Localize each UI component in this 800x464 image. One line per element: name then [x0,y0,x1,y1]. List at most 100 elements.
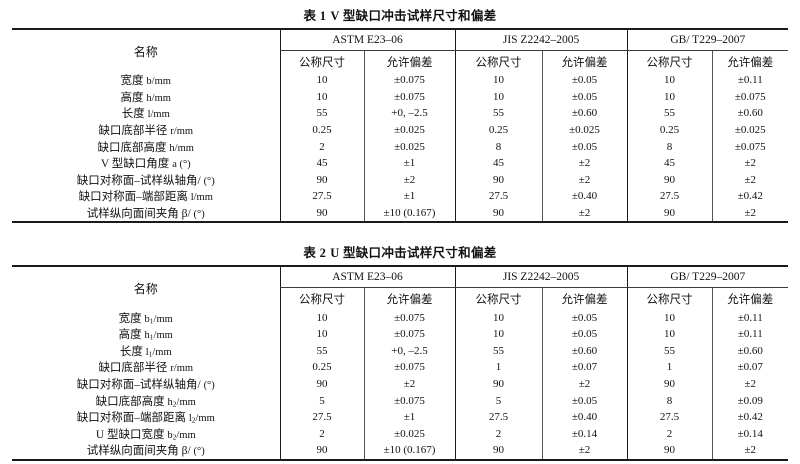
table-2-name-header: 名称 [133,281,158,296]
row-label: U 型缺口宽度 b2/mm [95,428,196,442]
cell-gb-nominal: 27.5 [626,188,713,205]
cell-astm-nominal: 10 [279,325,364,343]
cell-astm-tolerance: ±10 (0.167) [363,204,456,222]
cell-astm-nominal: 55 [279,105,364,122]
cell-jis-nominal: 27.5 [454,408,543,426]
cell-astm-nominal: 90 [279,375,364,393]
row-label: 长度 l/mm [121,108,170,121]
cell-gb-tolerance: ±0.11 [711,325,789,343]
cell-gb-tolerance: ±0.42 [711,188,789,205]
table-1-subheader-astm-nominal: 公称尺寸 [279,50,364,72]
cell-jis-tolerance: ±0.05 [541,325,628,343]
row-label: 试样纵向面间夹角 β/ (°) [86,208,205,221]
cell-gb-tolerance: ±0.075 [711,138,789,155]
row-label: 宽度 b1/mm [118,312,173,326]
table-1-subheader-jis-nominal: 公称尺寸 [454,50,543,72]
table-2-subheader-jis-nominal: 公称尺寸 [454,287,543,310]
cell-jis-nominal: 90 [454,442,543,459]
table-1-subheader-jis-tolerance: 允许偏差 [541,50,628,72]
row-label: 缺口底部高度 h/mm [97,141,194,154]
cell-jis-nominal: 90 [454,171,543,189]
table-row: 试样纵向面间夹角 β/ (°) 90 ±10 (0.167) 90 ±2 90 ±2 [12,204,789,222]
cell-jis-nominal: 2 [454,425,543,443]
cell-jis-nominal: 55 [454,342,543,360]
cell-jis-tolerance: ±0.40 [541,188,628,205]
table-1-subheader-gb-nominal: 公称尺寸 [626,50,713,72]
table-1-bottom-rule [12,221,788,224]
table-row: 长度 l1/mm 55 +0, –2.5 55 ±0.60 55 ±0.60 [12,342,789,360]
cell-gb-nominal: 90 [626,442,713,459]
cell-astm-nominal: 2 [279,138,364,155]
cell-gb-nominal: 27.5 [626,408,713,426]
row-label: 缺口对称面–试样纵轴角/ (°) [76,174,215,187]
table-row: 缺口底部高度 h2/mm 5 ±0.075 5 ±0.05 8 ±0.09 [12,392,789,409]
row-label: 长度 l1/mm [119,345,172,359]
cell-gb-nominal: 90 [626,204,713,222]
table-row: 宽度 b/mm 10 ±0.075 10 ±0.05 10 ±0.11 [12,72,789,89]
cell-jis-tolerance: ±2 [541,375,628,393]
cell-jis-nominal: 10 [454,325,543,343]
table-row: 缺口对称面–试样纵轴角/ (°) 90 ±2 90 ±2 90 ±2 [12,375,789,393]
table-1: 名称 ASTM E23–06 JIS Z2242–2005 GB/ T229–2… [12,30,789,222]
cell-astm-nominal: 2 [279,425,364,443]
cell-jis-tolerance: ±0.05 [541,72,628,89]
table-2-standard-astm: ASTM E23–06 [279,267,456,289]
row-label: 试样纵向面间夹角 β/ (°) [86,445,205,458]
cell-astm-tolerance: ±0.075 [363,72,456,89]
cell-gb-nominal: 8 [626,138,713,155]
row-label: 缺口底部高度 h2/mm [95,395,196,409]
row-label: 高度 h1/mm [118,329,173,342]
cell-jis-nominal: 45 [454,154,543,172]
table-1-subheader-gb-tolerance: 允许偏差 [711,50,789,72]
cell-gb-tolerance: ±0.025 [711,121,789,139]
cell-gb-nominal: 10 [626,88,713,106]
cell-gb-nominal: 10 [626,325,713,343]
cell-jis-nominal: 90 [454,204,543,222]
cell-astm-tolerance: ±10 (0.167) [363,442,456,459]
table-row: 缺口底部半径 r/mm 0.25 ±0.075 1 ±0.07 1 ±0.07 [12,359,789,376]
table-2-subheader-jis-tolerance: 允许偏差 [541,287,628,310]
cell-jis-nominal: 55 [454,105,543,122]
cell-gb-tolerance: ±0.09 [711,392,789,409]
cell-jis-tolerance: ±0.60 [541,105,628,122]
row-label: 缺口底部半径 r/mm [98,125,194,138]
table-row: 高度 h1/mm 10 ±0.075 10 ±0.05 10 ±0.11 [12,325,789,343]
cell-astm-nominal: 90 [279,171,364,189]
row-label: 高度 h/mm [120,91,171,104]
cell-astm-tolerance: ±0.075 [363,325,456,343]
cell-jis-nominal: 10 [454,88,543,106]
cell-jis-tolerance: ±0.05 [541,88,628,106]
cell-astm-nominal: 45 [279,154,364,172]
cell-gb-nominal: 90 [626,375,713,393]
cell-jis-tolerance: ±0.60 [541,342,628,360]
table-2-group-header-row: 名称 ASTM E23–06 JIS Z2242–2005 GB/ T229–2… [12,267,789,296]
table-1-title-number: 表 1 [303,9,327,23]
cell-gb-nominal: 10 [626,72,713,89]
cell-jis-tolerance: ±0.40 [541,408,628,426]
cell-gb-tolerance: ±2 [711,171,789,189]
cell-astm-tolerance: ±0.025 [363,121,456,139]
table-row: 缺口底部半径 r/mm 0.25 ±0.025 0.25 ±0.025 0.25 ±0.02… [12,121,789,139]
cell-astm-tolerance: ±2 [363,375,456,393]
table-2-top-rule [12,265,788,268]
cell-gb-tolerance: ±0.11 [711,72,789,89]
cell-gb-nominal: 2 [626,425,713,443]
table-2-subheader-gb-tolerance: 允许偏差 [711,287,789,310]
table-1-body: 宽度 b/mm 10 ±0.075 10 ±0.05 10 ±0.11 高度 h/mm 10 ±0… [12,72,789,222]
cell-gb-nominal: 8 [626,392,713,409]
cell-jis-tolerance: ±0.14 [541,425,628,443]
row-label: 缺口对称面–端部距离 l2/mm [76,412,215,425]
table-2-bottom-rule [12,458,788,461]
cell-astm-tolerance: ±0.025 [363,138,456,155]
cell-jis-tolerance: ±0.05 [541,138,628,155]
table-2-head: 名称 ASTM E23–06 JIS Z2242–2005 GB/ T229–2… [12,267,789,310]
cell-gb-nominal: 0.25 [626,121,713,139]
cell-gb-nominal: 1 [626,359,713,376]
cell-astm-tolerance: +0, –2.5 [363,105,456,122]
table-2: 名称 ASTM E23–06 JIS Z2242–2005 GB/ T229–2… [12,267,789,459]
table-1-title-text: V 型缺口冲击试样尺寸和偏差 [330,9,497,23]
cell-jis-tolerance: ±0.05 [541,309,628,326]
cell-gb-tolerance: ±2 [711,442,789,459]
